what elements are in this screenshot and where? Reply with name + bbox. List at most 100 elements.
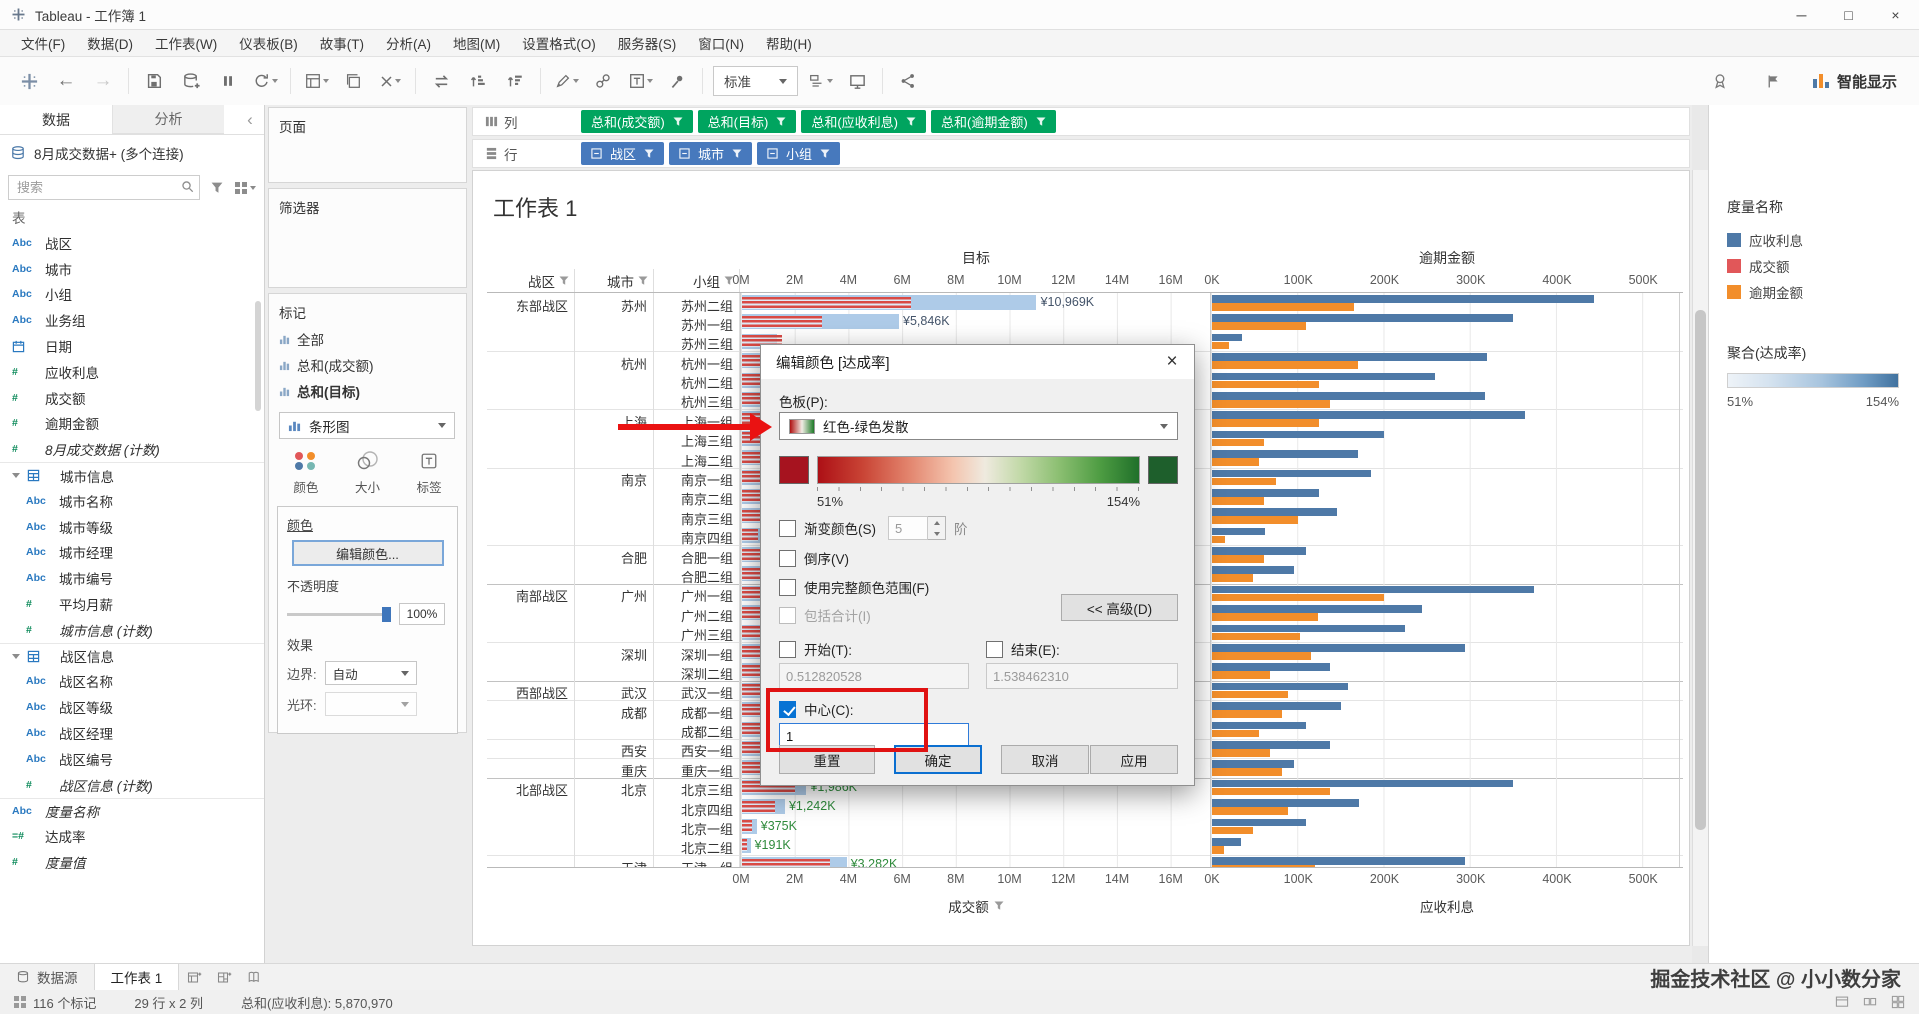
- column-header[interactable]: 城市: [575, 269, 654, 292]
- field-item[interactable]: Abc 城市名称: [0, 488, 264, 514]
- interest-bar[interactable]: [1212, 857, 1466, 865]
- overdue-bar[interactable]: [1212, 690, 1289, 699]
- overdue-bar[interactable]: [1212, 613, 1318, 621]
- overdue-bar[interactable]: [1212, 496, 1264, 505]
- sales-bar[interactable]: [742, 296, 911, 309]
- field-item[interactable]: Abc 战区经理: [0, 720, 264, 746]
- end-value-input[interactable]: [986, 663, 1178, 689]
- opacity-slider[interactable]: [287, 606, 391, 622]
- field-item[interactable]: Abc 战区编号: [0, 746, 264, 772]
- column-pill[interactable]: 总和(目标): [697, 110, 797, 133]
- gradient-preview-bar[interactable]: [817, 456, 1140, 484]
- field-item[interactable]: # 城市信息 (计数): [0, 617, 264, 643]
- row-pill[interactable]: 战区: [581, 142, 665, 165]
- overdue-bar[interactable]: [1212, 419, 1320, 427]
- interest-bar[interactable]: [1212, 295, 1595, 303]
- reversed-checkbox[interactable]: [779, 549, 796, 567]
- overdue-bar[interactable]: [1212, 826, 1254, 835]
- interest-bar[interactable]: [1212, 333, 1243, 342]
- show-filmstrip-icon[interactable]: [1863, 995, 1877, 1009]
- marks-tab-1[interactable]: 总和(成交额): [269, 352, 466, 378]
- field-item[interactable]: Abc 城市等级: [0, 514, 264, 540]
- dialog-titlebar[interactable]: 编辑颜色 [达成率] ×: [761, 345, 1194, 379]
- interest-bar[interactable]: [1212, 450, 1358, 458]
- center-checkbox[interactable]: [779, 700, 796, 718]
- field-item[interactable]: # 应收利息: [0, 359, 264, 385]
- label-button[interactable]: 标签: [403, 449, 455, 496]
- interest-bar[interactable]: [1212, 353, 1487, 361]
- viz-scrollbar-thumb[interactable]: [1695, 310, 1706, 830]
- viz-scrollbar[interactable]: [1692, 170, 1708, 946]
- field-item[interactable]: # 战区信息 (计数): [0, 772, 264, 798]
- interest-bar[interactable]: [1212, 566, 1294, 575]
- interest-bar[interactable]: [1212, 624, 1406, 633]
- sort-descending-button[interactable]: [500, 66, 530, 96]
- field-item[interactable]: Abc 城市编号: [0, 565, 264, 591]
- interest-bar[interactable]: [1212, 605, 1423, 613]
- sales-bar[interactable]: [742, 800, 776, 813]
- overdue-bar[interactable]: [1212, 535, 1225, 544]
- pages-shelf[interactable]: 页面: [268, 107, 467, 183]
- overdue-bar[interactable]: [1212, 341, 1230, 350]
- legend-item[interactable]: 逾期金额: [1727, 279, 1919, 305]
- start-checkbox[interactable]: [779, 640, 796, 658]
- data-pane-scrollbar[interactable]: [255, 235, 263, 925]
- sort-ascending-button[interactable]: [463, 66, 493, 96]
- field-item[interactable]: 日期: [0, 333, 264, 359]
- search-input[interactable]: [8, 175, 200, 200]
- show-sorter-icon[interactable]: [1891, 995, 1905, 1009]
- menu-item[interactable]: 文件(F): [21, 37, 66, 52]
- filter-fields-icon[interactable]: [206, 177, 228, 199]
- interest-bar[interactable]: [1212, 702, 1341, 710]
- overdue-bar[interactable]: [1212, 807, 1289, 815]
- overdue-bar[interactable]: [1212, 671, 1271, 680]
- steps-spinner[interactable]: [928, 516, 946, 540]
- full-color-range-checkbox[interactable]: [779, 578, 796, 596]
- row-pill[interactable]: 城市: [669, 142, 753, 165]
- overdue-bar[interactable]: [1212, 748, 1271, 757]
- field-item[interactable]: # 度量值: [0, 849, 264, 875]
- column-pill[interactable]: 总和(成交额): [581, 110, 693, 133]
- marks-tab-0[interactable]: 全部: [269, 326, 466, 352]
- redo-button[interactable]: →: [93, 70, 113, 91]
- overdue-bar[interactable]: [1212, 865, 1316, 867]
- menu-item[interactable]: 仪表板(B): [239, 37, 298, 52]
- advanced-button[interactable]: << 高级(D): [1061, 594, 1178, 621]
- interest-bar[interactable]: [1212, 644, 1466, 652]
- overdue-bar[interactable]: [1212, 652, 1311, 660]
- text-label-button[interactable]: [625, 66, 655, 96]
- rows-shelf[interactable]: 行 战区 城市 小组: [472, 139, 1690, 168]
- menu-item[interactable]: 帮助(H): [765, 37, 812, 52]
- collapse-pane-icon[interactable]: ‹: [247, 109, 253, 129]
- tab-worksheet-1[interactable]: 工作表 1: [93, 964, 180, 990]
- include-totals-checkbox[interactable]: [779, 606, 796, 624]
- legend-item[interactable]: 成交额: [1727, 253, 1919, 279]
- column-pill[interactable]: 总和(应收利息): [801, 110, 927, 133]
- field-item[interactable]: # 平均月薪: [0, 591, 264, 617]
- overdue-bar[interactable]: [1212, 322, 1307, 330]
- menu-item[interactable]: 设置格式(O): [522, 37, 596, 52]
- menu-item[interactable]: 地图(M): [452, 37, 501, 52]
- datasource-item[interactable]: 8月成交数据+ (多个连接): [0, 135, 264, 171]
- interest-bar[interactable]: [1212, 585, 1535, 594]
- group-members-button[interactable]: [588, 66, 618, 96]
- overdue-bar[interactable]: [1212, 768, 1283, 776]
- marks-tab-2[interactable]: 总和(目标): [269, 378, 466, 404]
- menu-item[interactable]: 窗口(N): [698, 37, 744, 52]
- swap-rows-columns-button[interactable]: [426, 66, 456, 96]
- field-item[interactable]: 战区信息: [0, 642, 264, 669]
- field-item[interactable]: #8月成交数据 (计数): [0, 436, 264, 462]
- overdue-bar[interactable]: [1212, 361, 1358, 369]
- pause-updates-button[interactable]: [213, 66, 243, 96]
- column-pill[interactable]: 总和(逾期金额): [931, 110, 1056, 133]
- new-worksheet-tab-button[interactable]: [179, 964, 209, 990]
- interest-bar[interactable]: [1212, 488, 1320, 497]
- interest-bar[interactable]: [1212, 837, 1242, 846]
- overdue-bar[interactable]: [1212, 574, 1254, 583]
- apply-button[interactable]: 应用: [1090, 745, 1178, 774]
- save-button[interactable]: [139, 66, 169, 96]
- interest-bar[interactable]: [1212, 799, 1359, 807]
- overdue-bar[interactable]: [1212, 593, 1384, 602]
- minimize-button[interactable]: ─: [1796, 6, 1807, 23]
- field-item[interactable]: Abc 战区名称: [0, 669, 264, 695]
